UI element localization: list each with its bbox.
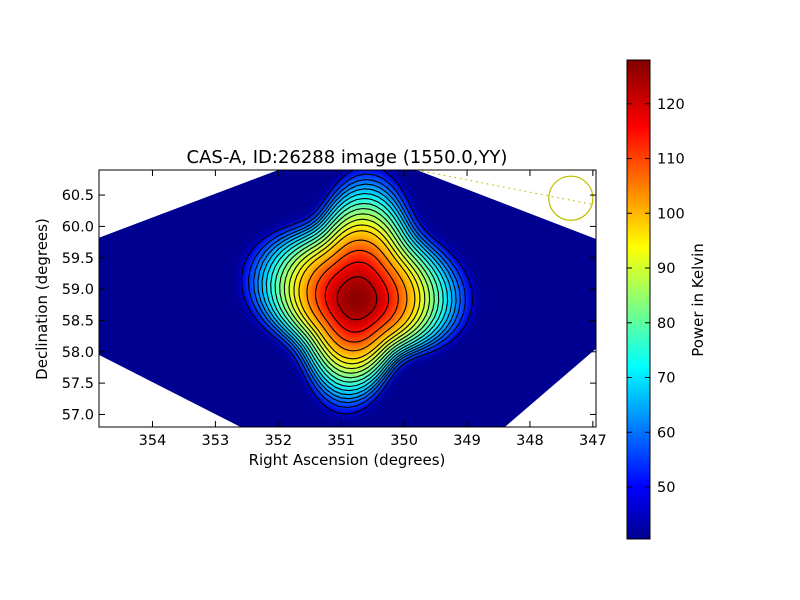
chart-title: CAS-A, ID:26288 image (1550.0,YY)	[187, 147, 508, 168]
y-tick-label: 58.5	[62, 313, 94, 329]
contour-lines	[240, 170, 474, 415]
contour-line	[298, 230, 416, 360]
x-tick-label: 352	[264, 433, 292, 449]
x-axis-label: Right Ascension (degrees)	[249, 451, 446, 469]
plot-area: 354 353 352 351 350 349 348 347 57.0 57.5 58.0 58.…	[62, 169, 607, 449]
x-axis: 354 353 352 351 350 349 348 347	[139, 170, 607, 449]
contour-line	[240, 170, 474, 415]
y-tick-label: 57.0	[62, 407, 94, 423]
colorbar-gradient	[626, 59, 651, 540]
beam-circle	[548, 175, 594, 221]
colorbar-tick-label: 70	[657, 371, 675, 387]
contour-line	[265, 192, 449, 392]
colorbar-label: Power in Kelvin	[689, 243, 707, 357]
colorbar-ticks: 50 60 70 80 90 100 110 120	[627, 97, 685, 496]
colorbar-tick-label: 60	[657, 425, 675, 441]
y-axis-label: Declination (degrees)	[33, 218, 51, 380]
heatmap-level	[351, 295, 362, 304]
y-tick-label: 58.0	[62, 345, 94, 361]
y-tick-label: 59.0	[62, 282, 94, 298]
x-tick-label: 348	[516, 433, 544, 449]
contour-line	[315, 249, 399, 343]
contour-line	[324, 261, 390, 333]
contour-line	[270, 197, 444, 388]
contour-line	[293, 224, 421, 365]
heatmap-image	[99, 170, 596, 427]
contour-line	[288, 218, 426, 370]
x-tick-label: 349	[453, 433, 481, 449]
colorbar-tick-label: 100	[657, 206, 685, 222]
colorbar-tick-label: 90	[657, 261, 675, 277]
colorbar-tick-label: 80	[657, 316, 675, 332]
contour-line	[257, 183, 457, 400]
colorbar-tick-label: 110	[657, 152, 685, 168]
colorbar-tick-label: 50	[657, 480, 675, 496]
x-tick-label: 354	[139, 433, 167, 449]
colorbar-tick-label: 120	[657, 97, 685, 113]
y-tick-label: 60.5	[62, 188, 94, 204]
x-tick-label: 350	[390, 433, 418, 449]
y-axis: 57.0 57.5 58.0 58.5 59.0 59.5 60.0 60.5	[62, 188, 596, 423]
contour-line	[279, 207, 435, 379]
contour-line	[247, 173, 466, 409]
contour-line	[261, 188, 453, 396]
x-tick-label: 351	[327, 433, 355, 449]
y-tick-label: 59.5	[62, 251, 94, 267]
contour-line	[274, 202, 440, 383]
x-tick-label: 347	[579, 433, 607, 449]
y-tick-label: 57.5	[62, 376, 94, 392]
colorbar: 50 60 70 80 90 100 110 120	[626, 59, 685, 540]
dotted-guide-line	[416, 170, 593, 206]
contour-line	[283, 213, 431, 374]
x-tick-label: 353	[202, 433, 230, 449]
contour-line	[253, 178, 461, 404]
y-tick-label: 60.0	[62, 219, 94, 235]
plot-frame	[98, 169, 597, 428]
contour-line	[306, 239, 408, 352]
contour-line	[336, 276, 378, 321]
